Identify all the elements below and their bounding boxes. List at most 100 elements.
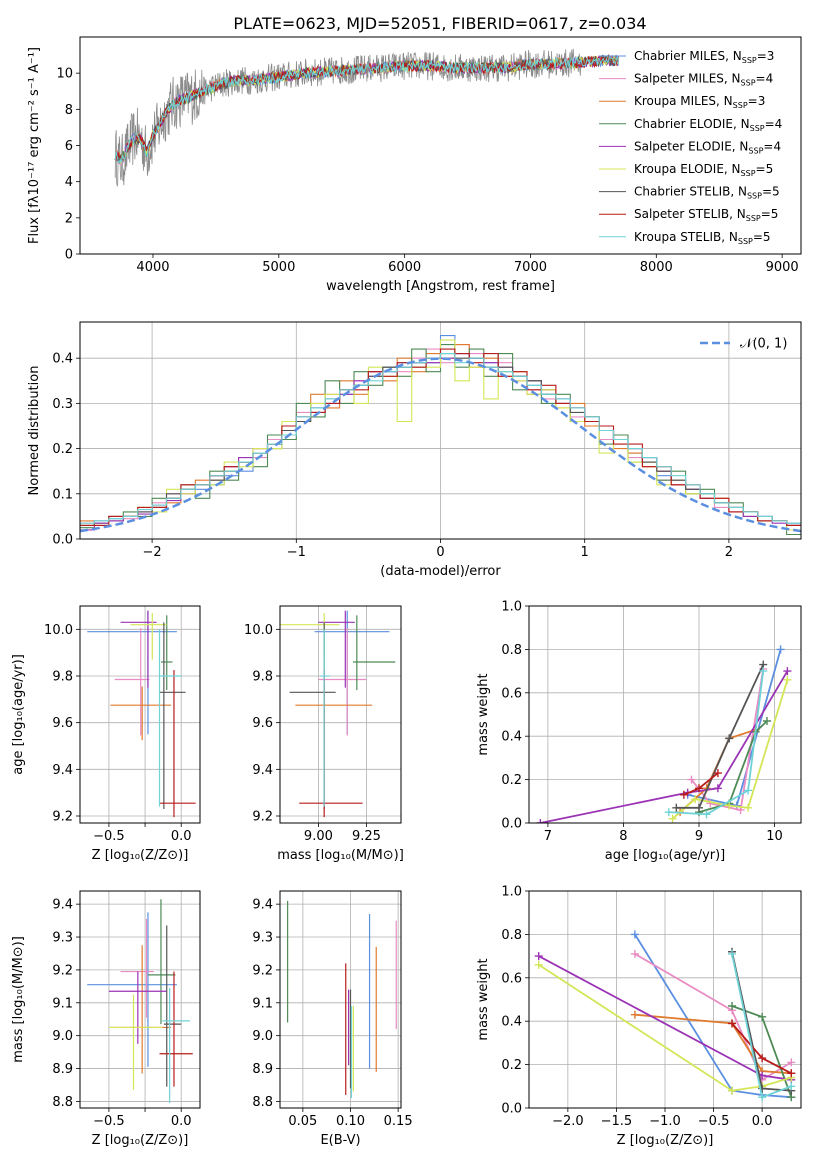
y-tick-label: 9.4	[52, 763, 73, 778]
x-tick-label: 0.05	[288, 1114, 317, 1129]
mass-weight-marker	[728, 1002, 737, 1011]
grid	[280, 891, 401, 1108]
mass-weight-line	[698, 720, 768, 813]
mass-weight-marker	[534, 960, 543, 969]
y-tick-label: 10.0	[244, 623, 273, 638]
x-axis-label: mass [log₁₀(M/M⊙)]	[277, 848, 404, 863]
weight-plot-area	[536, 645, 792, 823]
mass-weight-marker	[783, 675, 792, 684]
y-tick-label: 0.2	[52, 442, 73, 457]
y-tick-label: 0.2	[501, 773, 522, 788]
x-axis-label: age [log₁₀(age/yr)]	[605, 848, 726, 863]
y-tick-label: 0.8	[501, 643, 522, 658]
y-axis-label: mass [log₁₀(M/M⊙)]	[11, 936, 26, 1063]
legend-label-tail: =5	[753, 230, 771, 244]
y-tick-label: 2	[65, 211, 73, 226]
legend-label-sub: SSP	[741, 169, 756, 178]
grid	[80, 606, 200, 823]
mass-vs-metallicity-panel: −0.5 0.0 8.8 8.9 9.0 9.1 9.2 9.3 9.4 Z [log₁₀(Z/Z…	[11, 890, 201, 1148]
grid	[529, 605, 801, 824]
grid	[280, 606, 401, 823]
mass-weight-marker	[763, 717, 771, 726]
mass-weight-marker	[536, 819, 545, 823]
mass-weight-marker	[758, 1054, 767, 1063]
y-tick-label: 10.0	[44, 623, 73, 638]
mass-weight-marker	[759, 667, 768, 676]
y-tick-label: 9.6	[252, 716, 273, 731]
y-tick-label: 0.1	[52, 487, 73, 502]
y-tick-label: 0.6	[501, 686, 522, 701]
legend-label: 𝒩(0, 1)	[740, 337, 787, 352]
y-tick-label: 8.9	[52, 1062, 73, 1077]
y-tick-label: 0.2	[501, 1058, 522, 1073]
legend-label: Chabrier MILES, NSSP=3	[634, 49, 774, 65]
axes-frame	[528, 605, 802, 824]
mass-weight-marker	[664, 808, 673, 817]
x-tick-label: −2.0	[552, 1114, 584, 1129]
legend-label-tail: =4	[756, 72, 774, 86]
mass-weight-marker	[787, 1069, 796, 1078]
x-tick-label: 9	[695, 829, 703, 844]
y-tick-label: 9.0	[52, 1029, 73, 1044]
mass-weight-marker	[534, 952, 543, 961]
x-tick-label: 9.00	[304, 829, 333, 844]
mass-weight-marker	[728, 949, 737, 958]
legend-label: Chabrier STELIB, NSSP=5	[634, 185, 780, 201]
y-tick-label: 1.0	[501, 600, 522, 615]
y-tick-label: 0.4	[501, 730, 522, 745]
legend-label-sub: SSP	[733, 101, 748, 110]
x-tick-label: 7000	[514, 260, 547, 275]
y-tick-label: 8	[65, 103, 73, 118]
x-tick-label: 9000	[766, 260, 799, 275]
x-tick-label: 1	[581, 545, 589, 560]
mass-weight-marker	[728, 1086, 737, 1095]
axes-frame	[279, 890, 402, 1109]
y-tick-label: 9.2	[52, 963, 73, 978]
mass-weight-marker	[706, 799, 715, 808]
mass-weight-marker	[679, 790, 688, 799]
x-tick-label: 10	[766, 829, 783, 844]
x-tick-label: 9.25	[352, 829, 381, 844]
model-spectrum-line	[114, 55, 619, 164]
errorbar-plot-area	[87, 610, 196, 818]
legend-label-main: Salpeter STELIB, N	[634, 207, 746, 221]
mass-weight-marker	[744, 786, 753, 795]
y-tick-label: 4	[65, 175, 73, 190]
axes-frame	[528, 890, 802, 1109]
mass-weight-vs-metallicity-panel: −2.0 −1.5 −1.0 −0.5 0.0 0.0 0.2 0.4 0.6 0.8 1.0 Z […	[476, 885, 802, 1148]
x-tick-label: 0.0	[171, 829, 192, 844]
y-tick-label: 0.8	[501, 928, 522, 943]
legend-label: Salpeter ELODIE, NSSP=4	[634, 139, 781, 155]
grid	[80, 891, 200, 1108]
x-tick-label: 6000	[388, 260, 421, 275]
mass-weight-marker	[725, 801, 734, 810]
legend-label-sub: SSP	[742, 56, 757, 65]
mass-weight-marker	[630, 949, 639, 958]
x-axis-label: Z [log₁₀(Z/Z⊙)]	[92, 848, 189, 863]
x-axis-label: Z [log₁₀(Z/Z⊙)]	[92, 1133, 189, 1148]
y-axis-label: Normed distribution	[27, 366, 42, 496]
y-tick-label: 10	[56, 67, 73, 82]
y-tick-label: 0.0	[501, 817, 522, 832]
mass-weight-marker	[695, 803, 703, 812]
legend-label-main: Chabrier MILES, N	[634, 49, 742, 63]
mass-weight-line	[634, 933, 792, 1099]
x-tick-label: −1.0	[649, 1114, 681, 1129]
mass-weight-line	[538, 964, 792, 1092]
legend-label: Kroupa ELODIE, NSSP=5	[634, 162, 773, 178]
errorbar-plot-area	[287, 900, 397, 1099]
y-tick-label: 6	[65, 139, 73, 154]
legend-label: Kroupa MILES, NSSP=3	[634, 94, 765, 110]
weight-plot-area	[534, 930, 796, 1102]
mass-weight-marker	[713, 784, 722, 793]
mass-weight-marker	[728, 1019, 737, 1028]
age-vs-metallicity-panel: −0.5 0.0 9.2 9.4 9.6 9.8 10.0 Z [log₁₀(Z/Z⊙)] ag…	[11, 605, 201, 863]
mass-weight-marker	[630, 1010, 639, 1019]
legend-label-main: Kroupa MILES, N	[634, 94, 733, 108]
legend-label-sub: SSP	[741, 79, 756, 88]
mass-weight-marker	[668, 814, 677, 823]
mass-weight-marker	[630, 930, 639, 939]
mass-weight-marker	[783, 667, 792, 676]
y-tick-label: 9.4	[252, 763, 273, 778]
x-tick-label: −1	[287, 545, 306, 560]
